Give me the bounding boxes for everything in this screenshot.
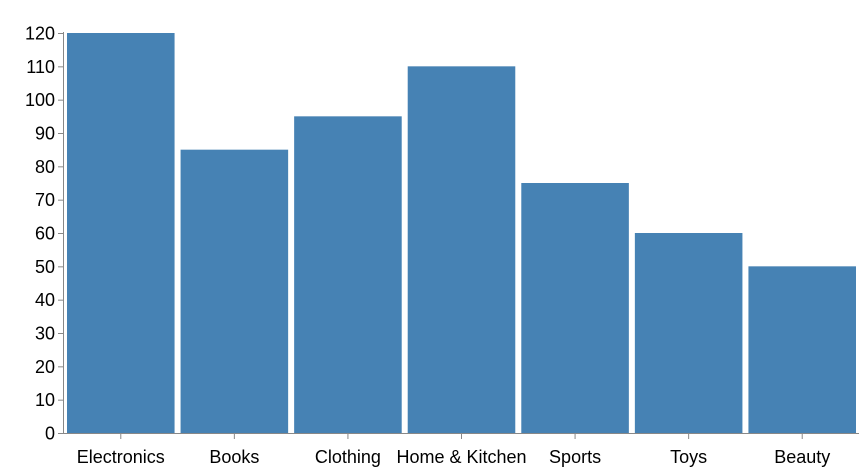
y-tick-label: 10 bbox=[35, 390, 55, 410]
x-tick-label: Home & Kitchen bbox=[396, 447, 526, 467]
bars-layer bbox=[67, 33, 856, 434]
bar-clothing bbox=[294, 116, 402, 433]
y-tick-label: 40 bbox=[35, 290, 55, 310]
y-tick-label: 80 bbox=[35, 157, 55, 177]
x-tick-label: Books bbox=[209, 447, 259, 467]
bar-beauty bbox=[748, 266, 856, 433]
y-tick-label: 60 bbox=[35, 224, 55, 244]
y-tick-label: 110 bbox=[26, 57, 55, 77]
x-tick-label: Sports bbox=[549, 447, 601, 467]
bar-toys bbox=[634, 233, 743, 433]
y-tick-label: 30 bbox=[35, 324, 55, 344]
y-tick-label: 100 bbox=[25, 90, 55, 110]
y-tick-label: 20 bbox=[35, 357, 55, 377]
y-tick-label: 70 bbox=[35, 190, 55, 210]
y-tick-label: 90 bbox=[35, 124, 55, 144]
x-tick-label: Electronics bbox=[77, 447, 165, 467]
x-tick-label: Toys bbox=[670, 447, 707, 467]
bar-books bbox=[180, 149, 289, 434]
bar-sports bbox=[521, 183, 629, 433]
y-tick-label: 0 bbox=[45, 424, 55, 444]
y-axis: 0 10 20 30 40 50 60 70 80 90 100 110 120 bbox=[25, 24, 64, 444]
bar-electronics bbox=[67, 33, 175, 433]
y-tick-label: 50 bbox=[35, 257, 55, 277]
y-tick-label: 120 bbox=[25, 24, 55, 44]
x-tick-label: Clothing bbox=[315, 447, 381, 467]
x-axis: Electronics Books Clothing Home & Kitchen Sp… bbox=[63, 433, 859, 467]
bar-home-kitchen bbox=[407, 66, 516, 433]
x-tick-label: Beauty bbox=[774, 447, 830, 467]
